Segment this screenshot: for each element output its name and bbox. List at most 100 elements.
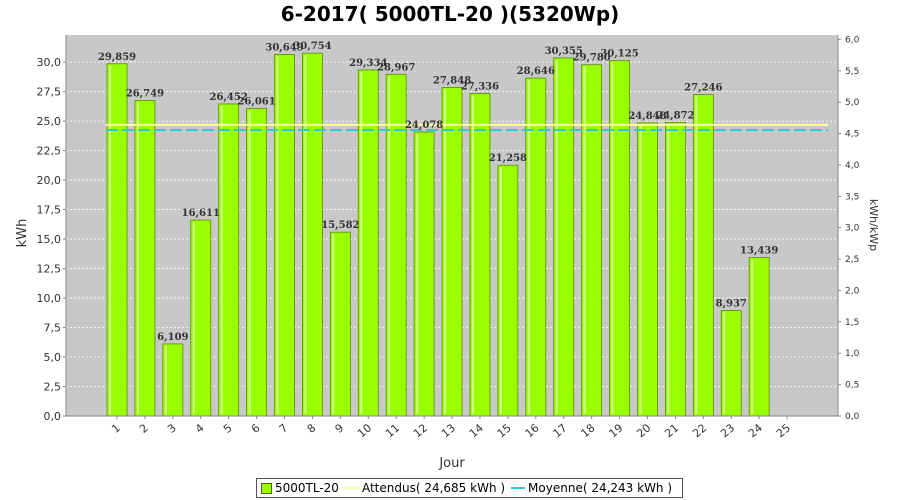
bar-highlight: [136, 102, 139, 415]
bar-value-label: 26,061: [237, 97, 275, 108]
bar-highlight: [248, 110, 251, 415]
x-tick-label: 21: [662, 421, 681, 440]
bar-value-label: 29,859: [98, 52, 136, 63]
bar-highlight: [109, 65, 111, 415]
y-tick-label: 7,5: [44, 322, 62, 335]
y-tick-label-right: 0,0: [845, 412, 860, 422]
bar-highlight: [220, 105, 223, 415]
bar-value-label: 28,967: [377, 62, 415, 73]
y-axis-label: kWh: [15, 219, 30, 248]
legend-label-series: 5000TL-20: [275, 481, 339, 495]
bar-value-label: 26,749: [126, 88, 164, 99]
bar-value-label: 27,848: [433, 76, 471, 87]
bar-highlight: [555, 59, 558, 415]
x-tick-label: 10: [355, 421, 374, 440]
y-tick-label-right: 4,0: [845, 161, 860, 171]
y-tick-label: 15,0: [37, 233, 62, 246]
bar-value-label: 24,078: [405, 120, 443, 131]
reference-lines: [106, 123, 828, 132]
y-tick-label-right: 4,5: [845, 130, 859, 140]
bar-highlight: [667, 124, 670, 415]
bar-value-label: 24,848: [628, 111, 666, 122]
y-tick-label-right: 1,5: [845, 318, 859, 328]
x-tick-label: 17: [551, 421, 570, 440]
y-ticks-left: 0,0 2,5 5,0 7,5 10,0 12,5 15,0 17,5 20,0 22,5 25,0…: [37, 56, 66, 423]
y-tick-label-right: 3,0: [845, 224, 860, 234]
legend-item-series: 5000TL-20: [261, 481, 339, 495]
y-tick-label-right: 2,0: [845, 286, 860, 296]
bar-value-label: 30,125: [600, 49, 638, 60]
bar-value-label: 21,258: [489, 153, 527, 164]
bar-highlight: [751, 259, 754, 414]
x-tick-label: 4: [193, 421, 207, 435]
bar-highlight: [639, 124, 642, 414]
bar-highlight: [164, 345, 167, 414]
x-tick-label: 9: [333, 421, 347, 435]
bar-value-label: 29,334: [349, 58, 387, 69]
bar-highlight: [416, 133, 419, 415]
bar-value-label: 27,246: [684, 83, 722, 94]
legend-item-expected: Attendus( 24,685 kWh ): [344, 481, 506, 495]
y-tick-label: 5,0: [44, 351, 62, 364]
x-tick-label: 25: [774, 421, 793, 440]
bar-value-label: 15,582: [321, 220, 359, 231]
y-tick-label-right: 5,0: [845, 98, 860, 108]
x-tick-label: 23: [718, 421, 737, 440]
y-tick-label: 17,5: [37, 204, 62, 217]
bar-highlight: [192, 222, 195, 414]
y-tick-label: 20,0: [37, 174, 62, 187]
x-tick-label: 1: [109, 421, 123, 435]
bar-value-label: 26,452: [210, 92, 248, 103]
bar-highlight: [611, 62, 614, 414]
x-tick-label: 7: [277, 421, 291, 435]
x-tick-label: 14: [467, 421, 486, 440]
y-ticks-right: 0,0 0,5 1,0 1,5 2,0 2,5 3,0 3,5 4,0 4,5 5,0 5,5 6,0: [838, 35, 860, 422]
y-tick-label-right: 3,5: [845, 192, 859, 202]
bar-value-label: 13,439: [740, 245, 778, 256]
y-tick-label-right: 2,5: [845, 255, 859, 265]
bar-highlight: [695, 96, 698, 414]
x-tick-label: 18: [578, 421, 597, 440]
bar-highlight: [388, 76, 391, 415]
bar-highlight: [583, 66, 586, 415]
chart-title: 6-2017( 5000TL-20 )(5320Wp): [280, 2, 620, 26]
legend: 5000TL-20 Attendus( 24,685 kWh ) Moyenne…: [256, 478, 684, 498]
x-tick-label: 5: [221, 421, 235, 435]
bar-highlight: [276, 56, 279, 415]
bar-highlight: [304, 55, 307, 415]
y-tick-label: 25,0: [37, 115, 62, 128]
bar-value-label: 29,780: [572, 53, 610, 64]
x-tick-label: 15: [495, 421, 514, 440]
legend-item-average: Moyenne( 24,243 kWh ): [511, 481, 672, 495]
bar-value-label: 16,611: [182, 208, 220, 219]
legend-line-expected: [344, 487, 359, 489]
y-tick-label-right: 1,0: [845, 349, 860, 359]
y-tick-label-right: 6,0: [845, 35, 860, 45]
y-tick-label: 30,0: [37, 56, 62, 69]
x-ticks: 1 2 3 4 5 6 7 8 9 10 11 12 13 14 15 16 17 18 19 20 21 22 23 24 2…: [109, 416, 793, 440]
bar-value-label: 6,109: [157, 332, 188, 343]
x-tick-label: 3: [165, 421, 179, 435]
bar-highlight: [444, 89, 447, 414]
x-tick-label: 8: [305, 421, 319, 435]
y-tick-label: 22,5: [37, 145, 62, 158]
x-tick-label: 11: [383, 421, 402, 440]
legend-label-average: Moyenne( 24,243 kWh ): [528, 481, 673, 495]
bar-highlight: [499, 167, 502, 414]
bar-value-label: 24,872: [656, 111, 694, 122]
y-tick-label: 10,0: [37, 292, 62, 305]
bar-value-label: 30,649: [265, 42, 303, 53]
x-tick-label: 19: [606, 421, 625, 440]
y-tick-label: 0,0: [44, 410, 62, 423]
y-tick-label-right: 5,5: [845, 67, 859, 77]
y-axis-label-right: kWh/kWp: [867, 199, 880, 251]
legend-label-expected: Attendus( 24,685 kWh ): [361, 481, 506, 495]
y-tick-label: 2,5: [44, 381, 62, 394]
bar-highlight: [471, 95, 474, 414]
x-tick-label: 6: [249, 421, 263, 435]
y-tick-label: 12,5: [37, 263, 62, 276]
bar-highlight: [332, 234, 335, 414]
x-tick-label: 24: [746, 421, 765, 440]
